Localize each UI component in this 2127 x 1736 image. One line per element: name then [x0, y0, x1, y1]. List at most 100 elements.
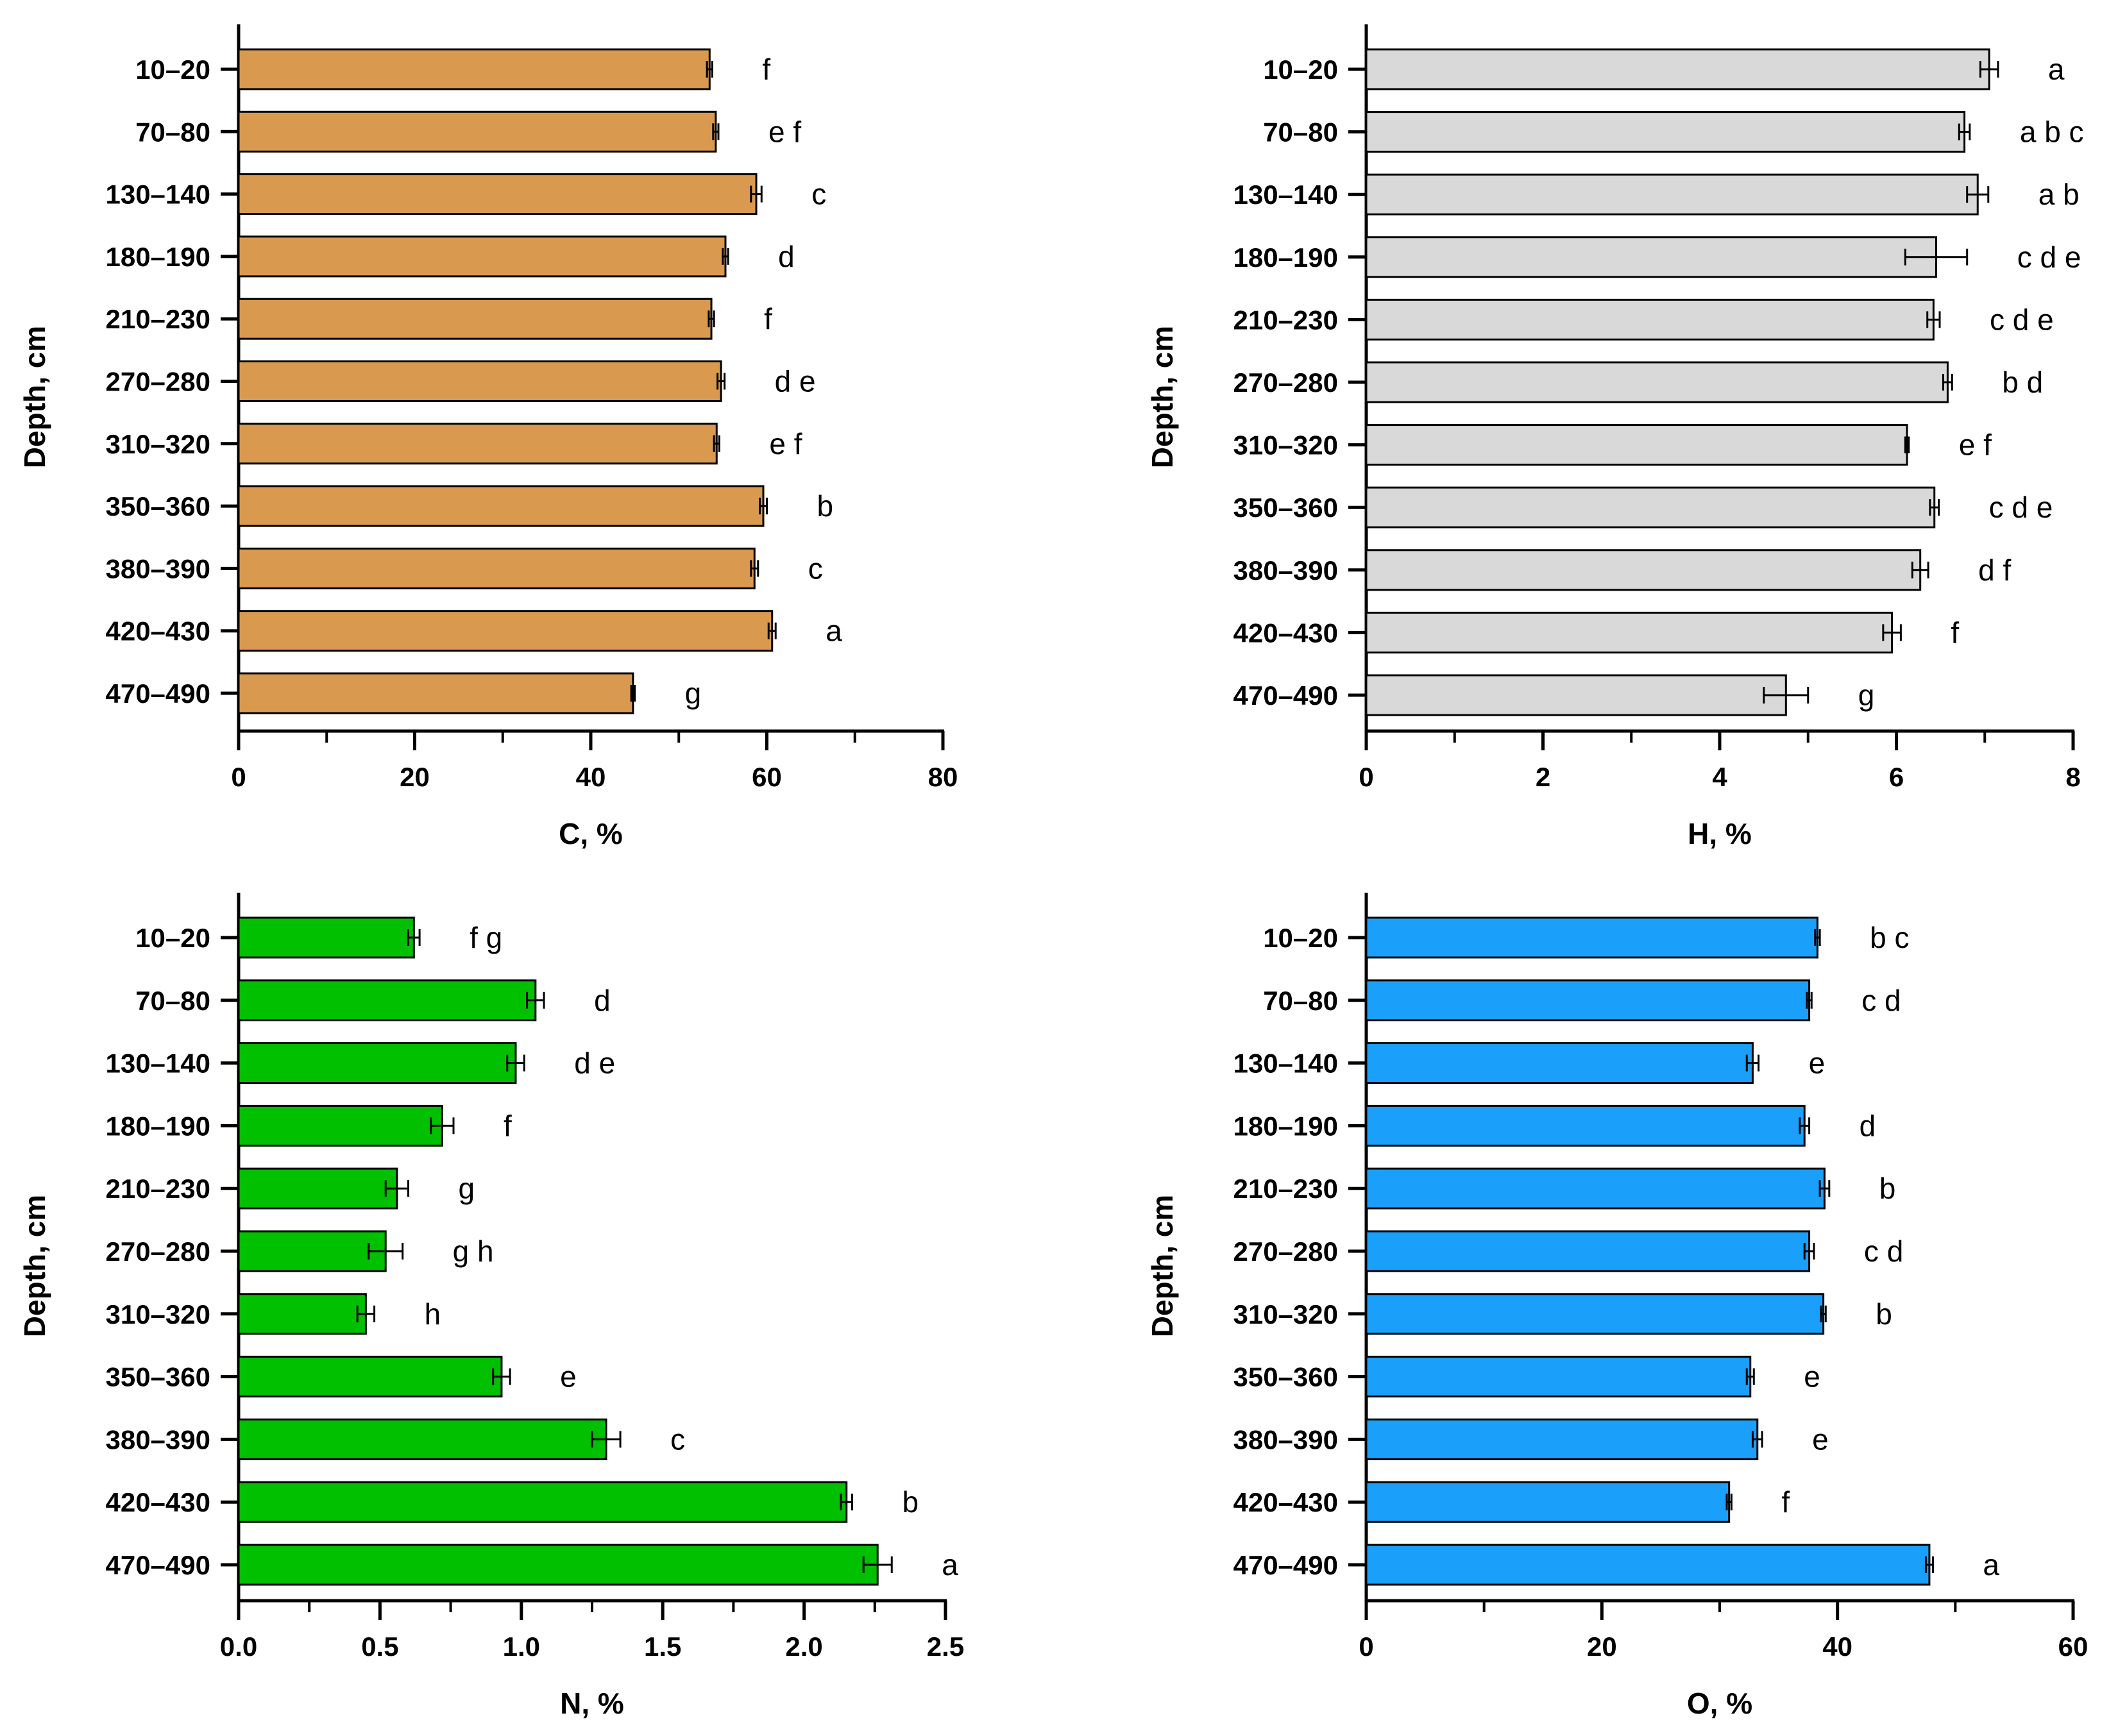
bar — [1365, 111, 1966, 153]
error-bar — [1904, 436, 1910, 453]
bar — [237, 1042, 517, 1084]
bar — [237, 1418, 607, 1460]
x-tick-label: 60 — [752, 762, 782, 792]
bar — [237, 110, 717, 153]
error-bar — [1979, 61, 1999, 78]
error-bar — [712, 123, 720, 140]
bar — [237, 298, 713, 340]
error-bar — [767, 622, 777, 639]
y-axis-title: Depth, cm — [1146, 326, 1179, 468]
error-bar — [1911, 561, 1929, 578]
significance-letter: h — [425, 1297, 441, 1331]
bar — [237, 1293, 367, 1335]
y-tick-label: 180–190 — [105, 242, 210, 272]
y-tick-label: 350–360 — [1233, 1362, 1338, 1392]
significance-letter: f g — [470, 921, 502, 954]
x-tick-label: 2 — [1536, 762, 1550, 792]
error-bar — [1751, 1431, 1763, 1448]
bar — [1365, 979, 1811, 1022]
significance-letter: c — [670, 1422, 685, 1456]
x-tick-label: 8 — [2065, 762, 2080, 792]
y-tick-label: 470–490 — [105, 1550, 210, 1580]
significance-letter: a b — [2038, 178, 2080, 211]
y-tick-label: 380–390 — [105, 1424, 210, 1454]
x-axis-title: O, % — [1687, 1687, 1752, 1720]
significance-letter: a — [2048, 53, 2065, 86]
significance-letter: c d e — [1990, 303, 2054, 336]
significance-letter: c d e — [1989, 491, 2053, 524]
bar — [237, 423, 718, 465]
significance-letter: b — [1876, 1297, 1892, 1331]
y-tick-label: 310–320 — [105, 1299, 210, 1329]
significance-letter: d e — [775, 365, 816, 398]
bar — [1365, 916, 1818, 959]
significance-letter: d — [1860, 1109, 1876, 1142]
y-axis-title: Depth, cm — [18, 326, 51, 468]
significance-letter: a — [1983, 1548, 1999, 1581]
significance-letter: a — [942, 1548, 958, 1581]
error-bar — [1725, 1494, 1733, 1511]
y-axis-title: Depth, cm — [18, 1195, 51, 1337]
error-bar — [430, 1117, 455, 1134]
y-tick-label: 270–280 — [105, 367, 210, 397]
error-bar — [1904, 248, 1969, 265]
x-tick-label: 80 — [928, 762, 958, 792]
x-tick-label: 2.0 — [785, 1631, 822, 1662]
x-tick-label: 0 — [1359, 1631, 1373, 1662]
x-tick-label: 40 — [576, 762, 606, 792]
error-bar — [506, 1054, 525, 1072]
x-tick-label: 40 — [1822, 1631, 1852, 1662]
x-axis-title: C, % — [559, 817, 623, 850]
bar — [1365, 549, 1922, 591]
bar — [1365, 1481, 1731, 1523]
significance-letter: b d — [2002, 366, 2043, 399]
significance-letter: c d — [1864, 1235, 1903, 1268]
significance-letter: b — [817, 489, 834, 523]
bar — [1365, 1104, 1806, 1147]
y-tick-label: 350–360 — [105, 1362, 210, 1392]
significance-letter: g h — [453, 1235, 494, 1268]
bar — [237, 485, 765, 527]
significance-letter: c — [808, 552, 823, 585]
error-bar — [630, 685, 636, 702]
bar — [237, 1230, 387, 1272]
x-tick-label: 20 — [400, 762, 430, 792]
bar — [1365, 236, 1937, 278]
significance-letter: g — [458, 1172, 475, 1205]
y-tick-label: 10–20 — [135, 55, 210, 85]
y-tick-label: 420–430 — [105, 1487, 210, 1517]
significance-letter: g — [1858, 678, 1875, 712]
error-bar — [750, 560, 759, 577]
error-bar — [1806, 991, 1813, 1009]
x-tick-label: 2.5 — [927, 1631, 964, 1662]
error-bar — [591, 1431, 622, 1448]
error-bar — [1818, 1180, 1831, 1197]
significance-letter: f — [764, 302, 772, 335]
error-bar — [708, 310, 715, 328]
significance-letter: a — [826, 614, 842, 648]
error-bar — [759, 498, 768, 515]
bar — [1365, 424, 1908, 466]
y-tick-label: 420–430 — [1233, 618, 1338, 648]
x-tick-label: 0.5 — [361, 1631, 398, 1662]
significance-letter: d — [594, 984, 611, 1017]
error-bar — [1926, 311, 1941, 328]
significance-letter: b — [1879, 1172, 1896, 1205]
bar — [1365, 486, 1936, 528]
x-tick-label: 1.5 — [644, 1631, 681, 1662]
chart-panel-bottom-left: 0.0 0.5 1.0 1.5 2.0 2.5 N, % Depth, cm 10–20 f g 7… — [18, 893, 964, 1720]
x-tick-label: 0 — [231, 762, 246, 792]
y-tick-label: 420–430 — [105, 616, 210, 646]
error-bar — [1882, 624, 1902, 641]
y-tick-label: 10–20 — [135, 923, 210, 953]
y-tick-label: 210–230 — [1233, 1174, 1338, 1204]
y-tick-label: 130–140 — [1233, 1049, 1338, 1079]
y-tick-label: 70–80 — [1263, 117, 1338, 147]
y-tick-label: 350–360 — [105, 491, 210, 521]
error-bar — [1924, 1556, 1934, 1573]
bar — [237, 1481, 848, 1523]
significance-letter: g — [685, 677, 702, 710]
y-tick-label: 310–320 — [1233, 430, 1338, 460]
y-tick-label: 130–140 — [105, 1049, 210, 1079]
error-bar — [1799, 1117, 1811, 1134]
